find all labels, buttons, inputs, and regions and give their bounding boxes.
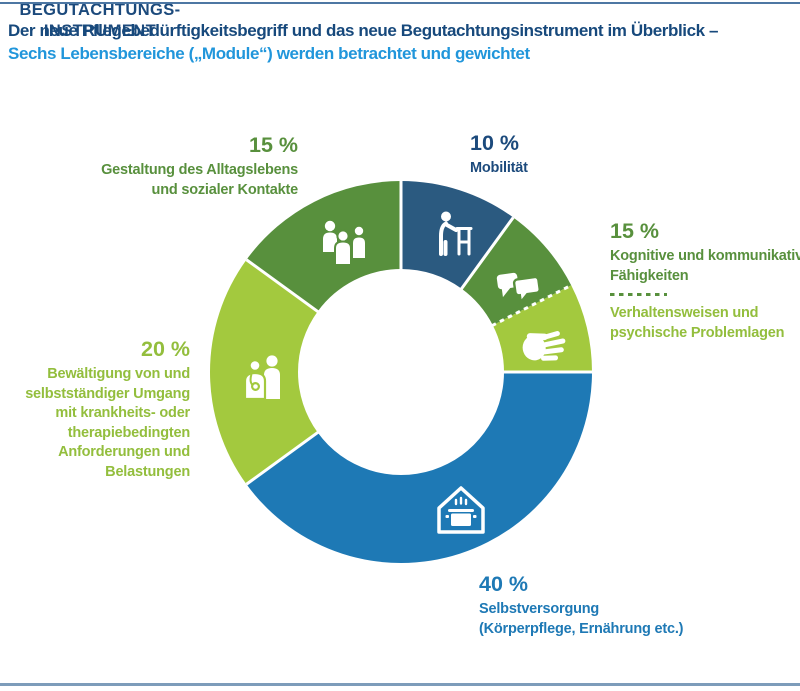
callout-line: Mobilität	[470, 160, 528, 176]
callout-selbstversorgung: 40 % Selbstversorgung (Körperpflege, Ern…	[479, 572, 683, 639]
bottom-divider-rule	[0, 683, 800, 686]
callout-line: selbstständiger Umgang	[25, 385, 190, 402]
dashed-separator	[610, 293, 667, 296]
doctor-patient-icon	[243, 355, 280, 401]
callout-line: mit krankheits- oder	[55, 405, 190, 421]
segment-divider	[245, 430, 320, 486]
donut-center-label: BEGUTACHTUNGS- INSTRUMENT	[0, 0, 200, 42]
callout-line: Kognitive und kommunikative	[610, 248, 800, 264]
house-cooking-pot-icon	[437, 486, 485, 534]
segment-divider	[459, 216, 515, 291]
speech-bubbles-icon	[496, 272, 541, 306]
callout-gestaltung: 15 % Gestaltung des Alltagslebens und so…	[101, 133, 298, 200]
donut-segment-bewaeltigung	[210, 259, 318, 485]
title-line-1: Der neue Pflegebedürftigkeitsbegriff und…	[8, 21, 719, 40]
callout-line: Belastungen	[105, 463, 190, 480]
callout-line: Anforderungen und	[58, 444, 190, 460]
callout-line: (Körperpflege, Ernährung etc.)	[479, 620, 684, 637]
callout-bewaeltigung: 20 % Bewältigung von und selbstständiger…	[25, 337, 190, 482]
callout-line: Selbstversorgung	[479, 601, 600, 617]
walker-person-icon	[439, 211, 473, 256]
percent-label: 20 %	[140, 337, 190, 361]
donut-segment-selbstversorgung	[246, 372, 592, 564]
title-line-2: Sechs Lebensbereiche („Module“) werden b…	[8, 44, 530, 63]
callout-line: und sozialer Kontakte	[151, 181, 299, 198]
callout-mobilitaet: 10 % Mobilität	[470, 131, 528, 179]
hand-icon	[522, 331, 566, 361]
center-label-line: BEGUTACHTUNGS-	[19, 1, 181, 19]
callout-kognitive: 15 % Kognitive und kommunikative Fähigke…	[610, 219, 800, 343]
callout-line: Bewältigung von und	[47, 366, 190, 382]
callout-line: Fähigkeiten	[610, 267, 689, 284]
callout-line: psychische Problemlagen	[610, 324, 785, 341]
people-group-icon	[323, 220, 367, 266]
center-label-line: INSTRUMENT	[43, 22, 157, 40]
percent-label: 40 %	[479, 572, 529, 596]
donut-segment-mobilitaet	[401, 181, 514, 289]
top-divider-rule	[0, 2, 800, 4]
percent-label: 15 %	[610, 219, 660, 243]
percent-label: 10 %	[470, 131, 520, 155]
segment-divider-dashed	[491, 283, 572, 328]
donut-segment-kognitive-faehigkeiten	[461, 217, 572, 326]
percent-label: 15 %	[248, 133, 298, 157]
callout-line: Verhaltensweisen und	[610, 305, 759, 321]
page-title: Der neue Pflegebedürftigkeitsbegriff und…	[8, 19, 718, 65]
callout-line: Gestaltung des Alltagslebens	[101, 162, 298, 178]
callout-line: therapiebedingten	[67, 424, 190, 441]
segment-divider	[245, 258, 320, 314]
donut-segment-verhaltensweisen	[492, 285, 592, 372]
